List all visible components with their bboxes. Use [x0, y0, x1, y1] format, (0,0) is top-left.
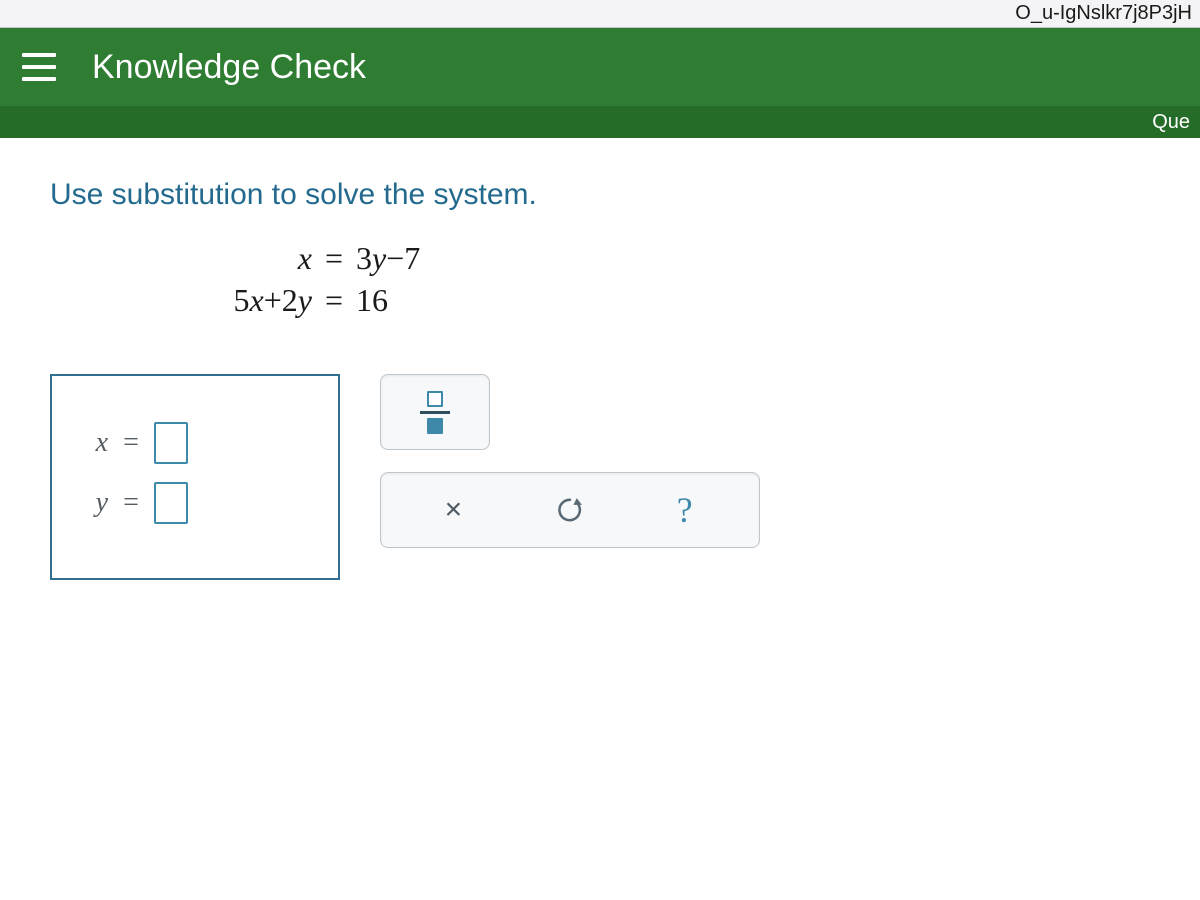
equation-row: 5x+2y = 16 [170, 282, 1150, 324]
fraction-button[interactable] [403, 385, 467, 439]
answer-label: y [82, 487, 108, 519]
equation-row: x = 3y−7 [170, 240, 1150, 282]
help-icon: ? [670, 493, 704, 527]
fraction-icon [420, 391, 450, 434]
app-header: Knowledge Check [0, 28, 1200, 106]
reset-icon [553, 493, 587, 527]
close-icon: × [445, 493, 463, 527]
svg-text:?: ? [676, 493, 692, 527]
reset-button[interactable] [538, 483, 602, 537]
answer-input-y[interactable] [154, 482, 188, 524]
page-title: Knowledge Check [92, 48, 366, 87]
tool-panel-actions: × ? [380, 472, 760, 548]
tool-panel-insert [380, 374, 490, 450]
menu-icon[interactable] [22, 53, 56, 81]
answer-input-x[interactable] [154, 422, 188, 464]
answer-line-x: x = [82, 422, 308, 464]
answer-label: x [82, 427, 108, 459]
question-indicator: Que [0, 106, 1200, 138]
equals-sign: = [122, 427, 140, 459]
answer-line-y: y = [82, 482, 308, 524]
equation-system: x = 3y−7 5x+2y = 16 [170, 240, 1150, 324]
clear-button[interactable]: × [421, 483, 485, 537]
help-button[interactable]: ? [655, 483, 719, 537]
equals-sign: = [122, 487, 140, 519]
question-content: Use substitution to solve the system. x … [0, 138, 1200, 900]
answer-box: x = y = [50, 374, 340, 580]
browser-url-fragment: O_u-IgNslkr7j8P3jH [0, 0, 1200, 28]
tool-panels: × ? [380, 374, 760, 548]
instruction-text: Use substitution to solve the system. [50, 178, 1150, 212]
